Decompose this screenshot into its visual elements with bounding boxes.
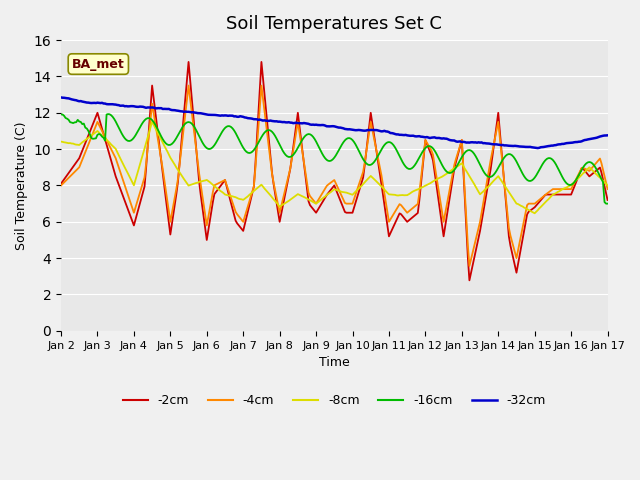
-8cm bbox=[72, 142, 80, 147]
-4cm bbox=[72, 168, 80, 173]
-2cm bbox=[185, 59, 193, 65]
-32cm bbox=[604, 132, 611, 138]
-32cm bbox=[72, 97, 80, 103]
-8cm bbox=[161, 143, 168, 149]
-8cm bbox=[531, 210, 538, 216]
Line: -4cm: -4cm bbox=[61, 85, 607, 266]
Y-axis label: Soil Temperature (C): Soil Temperature (C) bbox=[15, 121, 28, 250]
-8cm bbox=[370, 176, 378, 181]
-8cm bbox=[400, 192, 408, 198]
-16cm bbox=[604, 201, 611, 206]
Line: -2cm: -2cm bbox=[61, 62, 607, 280]
-32cm bbox=[534, 145, 541, 151]
Legend: -2cm, -4cm, -8cm, -16cm, -32cm: -2cm, -4cm, -8cm, -16cm, -32cm bbox=[118, 389, 551, 412]
-16cm bbox=[161, 139, 168, 144]
Text: BA_met: BA_met bbox=[72, 58, 125, 71]
-32cm bbox=[369, 127, 376, 133]
-2cm bbox=[604, 197, 611, 203]
-16cm bbox=[72, 120, 80, 125]
-2cm bbox=[400, 215, 408, 221]
-4cm bbox=[540, 193, 548, 199]
-8cm bbox=[388, 192, 396, 197]
-4cm bbox=[400, 206, 408, 212]
-4cm bbox=[370, 134, 378, 140]
-4cm bbox=[465, 263, 473, 269]
-16cm bbox=[57, 111, 65, 117]
-32cm bbox=[159, 106, 166, 112]
-16cm bbox=[104, 111, 112, 117]
-4cm bbox=[57, 182, 65, 188]
Line: -16cm: -16cm bbox=[61, 114, 607, 204]
-32cm bbox=[399, 132, 406, 138]
-32cm bbox=[538, 144, 546, 150]
Line: -8cm: -8cm bbox=[61, 122, 607, 213]
-16cm bbox=[400, 162, 408, 168]
-2cm bbox=[540, 194, 548, 200]
-2cm bbox=[370, 130, 378, 136]
-4cm bbox=[604, 186, 611, 192]
-16cm bbox=[370, 159, 378, 165]
-2cm bbox=[57, 181, 65, 187]
Title: Soil Temperatures Set C: Soil Temperatures Set C bbox=[227, 15, 442, 33]
-2cm bbox=[388, 227, 396, 233]
-16cm bbox=[602, 201, 610, 206]
-2cm bbox=[72, 159, 80, 165]
-8cm bbox=[57, 139, 65, 144]
-2cm bbox=[465, 277, 473, 283]
-16cm bbox=[538, 162, 546, 168]
-16cm bbox=[388, 141, 396, 146]
-32cm bbox=[387, 130, 394, 136]
-4cm bbox=[185, 83, 193, 88]
-4cm bbox=[159, 166, 166, 172]
X-axis label: Time: Time bbox=[319, 356, 349, 369]
-2cm bbox=[159, 171, 166, 177]
-4cm bbox=[388, 214, 396, 220]
-8cm bbox=[540, 201, 548, 207]
-8cm bbox=[604, 182, 611, 188]
-8cm bbox=[148, 119, 156, 125]
-32cm bbox=[57, 95, 65, 100]
Line: -32cm: -32cm bbox=[61, 97, 607, 148]
